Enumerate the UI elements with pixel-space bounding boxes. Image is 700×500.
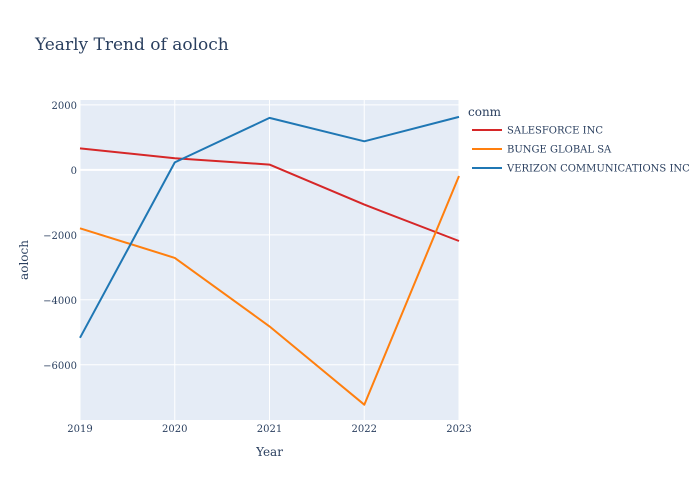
series-line-bunge-global-sa <box>79 175 460 406</box>
y-tick-label: 2000 <box>52 101 77 112</box>
x-tick-label: 2019 <box>67 424 92 435</box>
series-line-salesforce-inc <box>79 147 460 242</box>
legend-item-label: SALESFORCE INC <box>507 126 603 137</box>
y-tick-label: −4000 <box>43 296 77 307</box>
series-line-verizon-communications-inc <box>79 115 460 339</box>
grid-lines <box>79 100 460 420</box>
x-tick-label: 2023 <box>446 424 471 435</box>
y-axis-ticks: 2000 0 −2000 −4000 −6000 <box>43 101 77 372</box>
x-tick-label: 2022 <box>352 424 377 435</box>
legend-item-label: BUNGE GLOBAL SA <box>507 145 612 156</box>
x-axis-title: Year <box>255 445 283 459</box>
y-tick-label: −2000 <box>43 231 77 242</box>
x-tick-label: 2021 <box>257 424 282 435</box>
legend: conm SALESFORCE INC BUNGE GLOBAL SA VERIZO… <box>468 105 690 175</box>
y-tick-label: 0 <box>71 166 77 177</box>
x-tick-label: 2020 <box>162 424 187 435</box>
legend-title: conm <box>468 105 502 119</box>
x-axis-ticks: 2019 2020 2021 2022 2023 <box>67 424 471 435</box>
y-axis-title: aoloch <box>17 240 31 280</box>
y-tick-label: −6000 <box>43 361 77 372</box>
chart-title: Yearly Trend of aoloch <box>34 35 229 55</box>
series-lines <box>79 115 460 406</box>
legend-item-label: VERIZON COMMUNICATIONS INC <box>506 164 690 175</box>
